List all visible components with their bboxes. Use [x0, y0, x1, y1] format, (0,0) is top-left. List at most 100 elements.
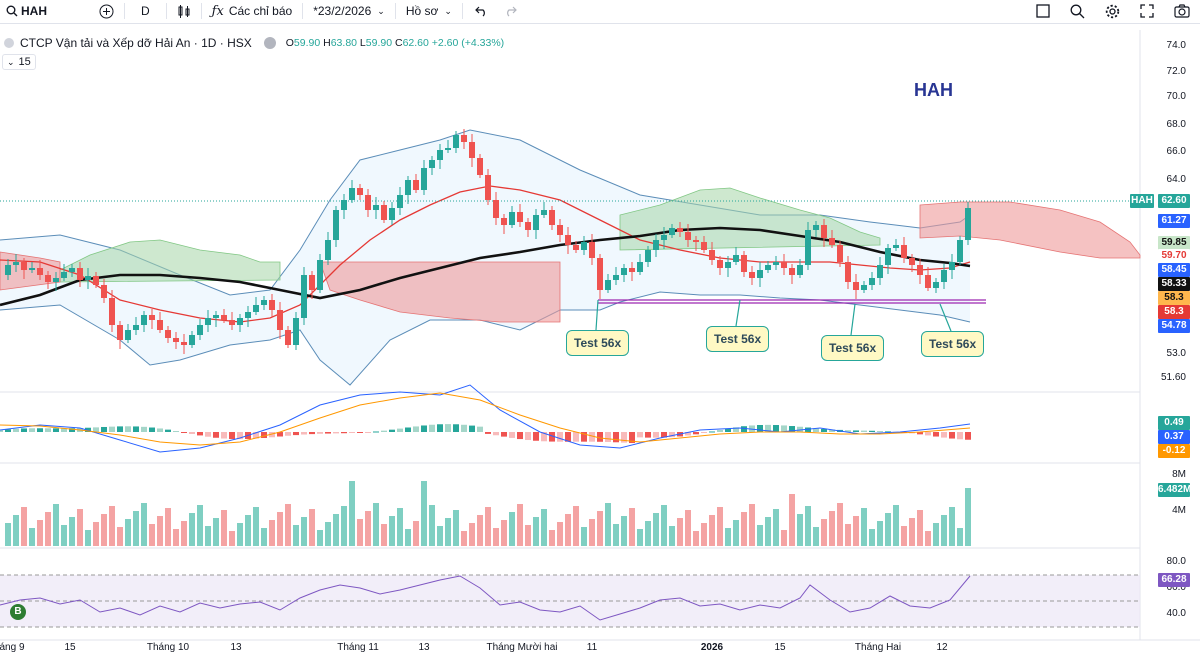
- plus-circle-icon: [99, 4, 114, 19]
- candle-body: [877, 265, 883, 278]
- macd-hist-bar: [933, 432, 939, 437]
- volume-bar: [741, 512, 747, 546]
- time-tick-label: 13: [230, 642, 242, 653]
- layout-menu-button[interactable]: *23/2/2026 ⌄: [307, 0, 391, 22]
- candle-body: [93, 276, 99, 285]
- volume-bar: [573, 506, 579, 546]
- expand-button[interactable]: [1130, 0, 1164, 22]
- divider: [124, 3, 125, 19]
- volume-bar: [165, 508, 171, 546]
- volume-bar: [805, 506, 811, 546]
- indicators-button[interactable]: ƒx Các chỉ báo: [206, 0, 299, 22]
- volume-bar: [149, 524, 155, 546]
- volume-bar: [221, 510, 227, 546]
- volume-bar: [389, 516, 395, 546]
- redo-button[interactable]: [496, 0, 525, 22]
- candle-body: [597, 258, 603, 290]
- axis-tick-label: 66.0: [1166, 146, 1186, 157]
- macd-hist-bar: [213, 432, 219, 438]
- candle-body: [837, 245, 843, 262]
- volume-bar: [557, 522, 563, 546]
- symbol-title[interactable]: CTCP Vận tải và Xếp dỡ Hải An · 1D · HSX: [20, 36, 252, 50]
- candle-body: [917, 265, 923, 275]
- price-label: 54.78: [1158, 319, 1190, 333]
- zoom-icon: [1070, 4, 1085, 19]
- fullscreen-chart-button[interactable]: [1026, 0, 1060, 22]
- time-axis[interactable]: áng 9 15 Tháng 10 13 Tháng 11 13 Tháng Mười ha…: [0, 640, 1140, 662]
- volume-bar: [341, 506, 347, 546]
- candle-body: [349, 188, 355, 200]
- candle-body: [45, 275, 51, 282]
- volume-bar: [693, 531, 699, 546]
- volume-bar: [653, 513, 659, 546]
- candle-body: [485, 175, 491, 200]
- test-annotation[interactable]: Test 56x: [706, 326, 770, 352]
- candle-body: [29, 268, 35, 270]
- settings-button[interactable]: [1095, 0, 1130, 22]
- zoom-search-button[interactable]: [1060, 0, 1095, 22]
- macd-hist-bar: [389, 429, 395, 432]
- annotation-pointer: [735, 299, 741, 327]
- volume-bar: [789, 494, 795, 546]
- symbol-name: HAH: [21, 4, 47, 18]
- time-tick-label: Tháng Mười hai: [486, 642, 558, 653]
- macd-hist-bar: [133, 426, 139, 432]
- undo-button[interactable]: [467, 0, 496, 22]
- high-value: 63.80: [330, 37, 357, 49]
- macd-hist-bar: [21, 428, 27, 432]
- candle-body: [637, 262, 643, 272]
- volume-bar: [53, 504, 59, 546]
- volume-bar: [381, 524, 387, 546]
- compare-button[interactable]: [93, 0, 120, 22]
- price-label: 6.482M: [1158, 483, 1192, 497]
- volume-bar: [349, 481, 355, 546]
- snapshot-button[interactable]: [1164, 0, 1200, 22]
- candle-body: [789, 268, 795, 275]
- volume-bar: [261, 528, 267, 546]
- profile-menu-button[interactable]: Hồ sơ ⌄: [400, 0, 458, 22]
- candle-body: [461, 135, 467, 142]
- macd-hist-bar: [477, 426, 483, 432]
- time-tick-label: Tháng Hai: [854, 642, 902, 653]
- candle-body: [365, 195, 371, 210]
- candle-body: [285, 330, 291, 345]
- volume-bar: [173, 529, 179, 546]
- open-value: 59.90: [293, 37, 321, 49]
- macd-hist-bar: [605, 432, 611, 442]
- chart-type-button[interactable]: [171, 0, 197, 22]
- visibility-icon[interactable]: [263, 37, 276, 49]
- test-annotation[interactable]: Test 56x: [566, 330, 630, 356]
- candle-body: [517, 212, 523, 222]
- symbol-search-button[interactable]: HAH: [0, 0, 53, 22]
- annotation-pointer: [939, 303, 952, 332]
- volume-bar: [909, 518, 915, 546]
- test-annotation[interactable]: Test 56x: [821, 335, 885, 361]
- macd-hist-bar: [405, 427, 411, 432]
- volume-bar: [605, 503, 611, 546]
- volume-bar: [509, 512, 515, 546]
- volume-bar: [845, 524, 851, 546]
- macd-hist-bar: [693, 432, 699, 435]
- volume-bar: [941, 515, 947, 546]
- macd-hist-bar: [397, 428, 403, 432]
- macd-hist-bar: [717, 429, 723, 432]
- axis-tick-label: 60.0: [1166, 582, 1186, 593]
- candle-body: [61, 272, 67, 278]
- macd-hist-bar: [101, 426, 107, 432]
- macd-hist-bar: [445, 424, 451, 432]
- interval-button[interactable]: D: [141, 4, 150, 18]
- macd-hist-bar: [5, 429, 11, 432]
- macd-hist-bar: [581, 432, 587, 442]
- macd-hist-bar: [253, 432, 259, 439]
- volume-bar: [37, 520, 43, 546]
- candle-body: [853, 282, 859, 290]
- volume-bar: [629, 508, 635, 546]
- volume-bar: [589, 519, 595, 546]
- indicators-collapse-button[interactable]: ⌄ 15: [2, 54, 36, 70]
- candle-body: [541, 210, 547, 215]
- volume-bar: [709, 515, 715, 546]
- test-annotation[interactable]: Test 56x: [921, 331, 985, 357]
- candle-body: [845, 262, 851, 282]
- volume-bar: [325, 522, 331, 546]
